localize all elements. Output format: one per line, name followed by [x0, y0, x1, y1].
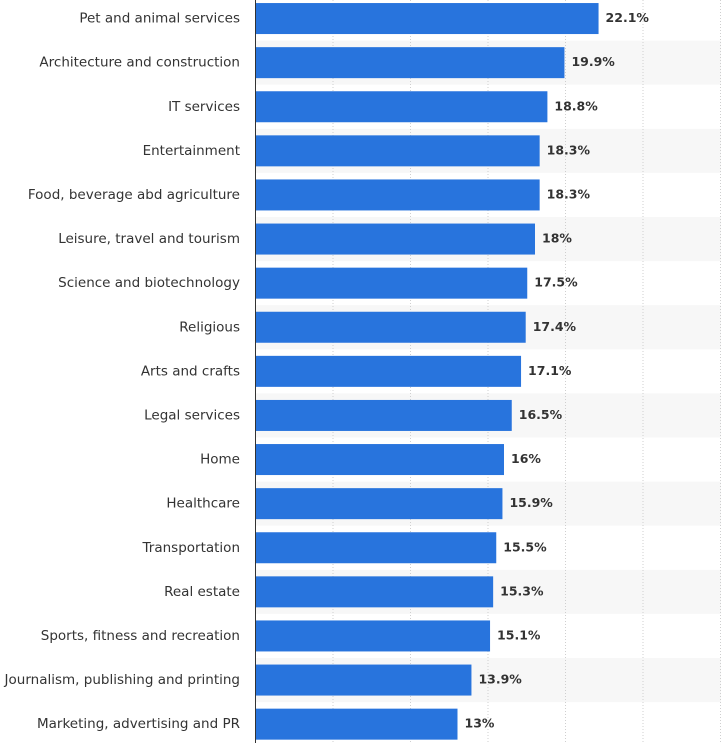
- bar[interactable]: [256, 532, 497, 564]
- data-label: 17.1%: [528, 363, 572, 378]
- bar[interactable]: [256, 311, 526, 343]
- category-label: Transportation: [142, 540, 240, 556]
- category-label: Healthcare: [166, 496, 240, 512]
- category-label: Home: [200, 452, 240, 468]
- category-label: Real estate: [164, 584, 240, 600]
- data-label: 18.3%: [547, 186, 591, 201]
- data-label: 15.5%: [503, 539, 547, 554]
- category-labels: Pet and animal services Architecture and …: [4, 11, 240, 733]
- value-labels: 22.1% 19.9% 18.8% 18.3% 18.3% 18% 17.5% 17.4% 17…: [465, 10, 650, 731]
- category-label: Architecture and construction: [39, 55, 240, 71]
- bar[interactable]: [256, 223, 535, 255]
- data-label: 17.4%: [533, 319, 577, 334]
- bar[interactable]: [256, 355, 522, 387]
- data-label: 13.9%: [478, 672, 522, 687]
- data-label: 15.1%: [497, 627, 541, 642]
- bar[interactable]: [256, 91, 548, 123]
- category-label: IT services: [168, 99, 240, 115]
- bar[interactable]: [256, 135, 540, 167]
- bars: [256, 3, 599, 740]
- bar[interactable]: [256, 444, 504, 476]
- category-label: Leisure, travel and tourism: [58, 231, 240, 247]
- bar[interactable]: [256, 3, 599, 35]
- category-label: Arts and crafts: [141, 363, 240, 379]
- bar[interactable]: [256, 576, 494, 608]
- data-label: 19.9%: [571, 54, 615, 69]
- data-label: 18.8%: [554, 98, 598, 113]
- gridlines: [332, 0, 721, 743]
- category-label: Religious: [179, 319, 240, 335]
- data-label: 22.1%: [606, 10, 650, 25]
- data-label: 13%: [465, 716, 495, 731]
- bar[interactable]: [256, 267, 528, 299]
- data-label: 17.5%: [534, 275, 578, 290]
- category-label: Journalism, publishing and printing: [4, 672, 240, 688]
- bar[interactable]: [256, 179, 540, 211]
- category-label: Legal services: [144, 407, 240, 423]
- category-label: Food, beverage abd agriculture: [28, 187, 240, 203]
- data-label: 15.3%: [500, 583, 544, 598]
- category-label: Science and biotechnology: [58, 275, 240, 291]
- bar[interactable]: [256, 47, 565, 79]
- category-label: Entertainment: [143, 143, 240, 159]
- bar[interactable]: [256, 664, 472, 696]
- category-label: Pet and animal services: [79, 11, 240, 27]
- bar[interactable]: [256, 399, 512, 431]
- data-label: 16.5%: [519, 407, 563, 422]
- data-label: 15.9%: [509, 495, 553, 510]
- bar[interactable]: [256, 620, 491, 652]
- category-label: Marketing, advertising and PR: [37, 716, 240, 732]
- data-label: 18.3%: [547, 142, 591, 157]
- data-label: 16%: [511, 451, 541, 466]
- bar[interactable]: [256, 488, 503, 520]
- data-label: 18%: [542, 231, 572, 246]
- bar[interactable]: [256, 708, 458, 740]
- category-label: Sports, fitness and recreation: [41, 628, 240, 644]
